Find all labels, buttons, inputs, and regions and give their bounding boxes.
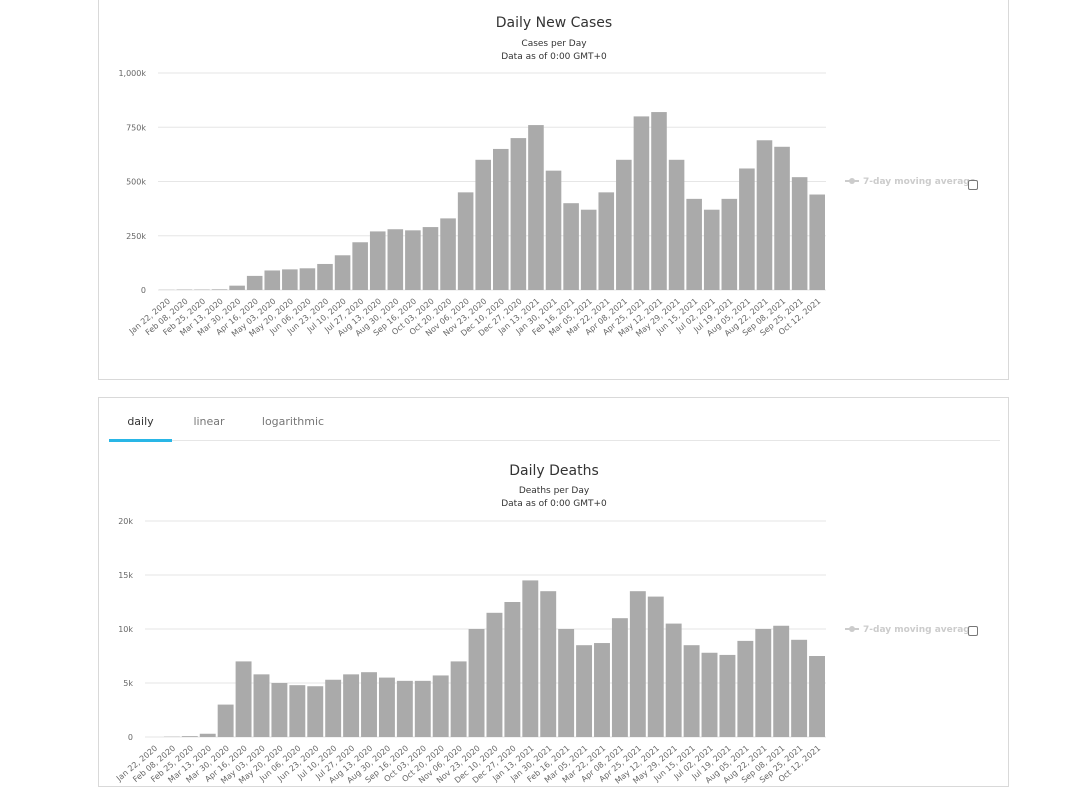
data-bar [737,641,753,737]
data-bar [616,160,632,290]
data-bar [307,686,323,737]
legend-marker-icon [849,626,855,632]
data-bar [218,705,234,737]
chart-title: Daily New Cases [496,15,612,31]
y-tick-label: 0 [128,733,133,742]
data-bar [634,116,650,290]
y-tick-label: 500k [126,178,146,187]
data-bar [792,177,808,290]
data-bar [487,613,503,737]
data-bar [200,734,216,737]
moving-average-checkbox[interactable] [968,626,978,636]
data-bar [686,199,702,290]
chart-title: Daily Deaths [509,463,599,479]
data-bar [722,199,738,290]
cases-chart-panel: Daily New Cases Cases per Day Data as of… [98,0,1009,380]
legend-7-day-moving-average[interactable]: 7-day moving average [845,177,976,187]
legend-label: 7-day moving average [863,177,976,187]
data-bar [809,656,825,737]
data-bar [702,653,718,737]
daily-cases-chart: Daily New Cases Cases per Day Data as of… [99,0,1010,381]
data-bar [352,242,368,290]
data-bar [317,264,333,290]
data-bar [809,195,825,290]
data-bar [684,645,700,737]
data-bar [651,112,667,290]
data-bar [594,643,610,737]
y-tick-label: 15k [118,571,133,580]
data-bar [423,227,439,290]
data-bar [254,674,270,737]
moving-average-checkbox[interactable] [968,180,978,190]
data-bar [343,674,359,737]
data-bar [247,276,263,290]
daily-deaths-chart: Daily Deaths Deaths per Day Data as of 0… [99,398,1010,788]
legend-7-day-moving-average[interactable]: 7-day moving average [845,625,976,635]
data-bar [598,192,614,290]
y-tick-label: 5k [123,679,133,688]
data-bar [546,171,562,290]
data-bar [528,125,544,290]
data-bar [335,255,351,290]
y-tick-label: 10k [118,625,133,634]
data-bar [739,168,755,290]
data-bar [719,655,735,737]
data-bar [300,268,316,290]
data-bar [504,602,520,737]
data-bar [370,231,386,290]
chart-subtitle: Cases per Day [521,39,587,49]
data-bar [493,149,509,290]
data-bar [397,681,413,737]
y-tick-label: 1,000k [118,69,146,78]
data-bar [791,640,807,737]
data-bar [757,140,773,290]
data-bar [289,685,305,737]
data-bar [433,675,449,737]
data-bar [182,736,198,737]
data-bar [229,286,245,290]
data-bar [540,591,556,737]
data-bar [774,147,790,290]
data-bar [669,160,685,290]
data-bar [576,645,592,737]
data-bar [511,138,527,290]
data-bar [666,624,682,737]
data-bar [451,661,467,737]
data-bar [704,210,720,290]
data-bar [325,680,341,737]
data-bar [282,269,298,290]
y-tick-label: 20k [118,517,133,526]
chart-subtitle-date: Data as of 0:00 GMT+0 [501,499,607,509]
data-bar [440,218,456,290]
data-bar [388,229,404,290]
legend-marker-icon [849,178,855,184]
y-tick-label: 0 [141,286,146,295]
data-bar [648,597,664,737]
data-bar [755,629,771,737]
data-bar [563,203,579,290]
data-bar [581,210,597,290]
y-tick-label: 250k [126,232,146,241]
data-bar [469,629,485,737]
chart-subtitle: Deaths per Day [519,486,590,496]
data-bar [361,672,377,737]
chart-subtitle-date: Data as of 0:00 GMT+0 [501,52,607,62]
y-tick-label: 750k [126,123,146,132]
data-bar [212,289,228,290]
data-bar [458,192,474,290]
data-bar [522,580,538,737]
data-bar [773,626,789,737]
data-bar [264,270,280,290]
data-bar [558,629,574,737]
deaths-chart-panel: daily linear logarithmic Daily Deaths De… [98,397,1009,787]
data-bar [379,678,395,737]
data-bar [475,160,491,290]
data-bar [236,661,252,737]
data-bar [405,230,421,290]
data-bar [415,681,431,737]
data-bar [612,618,628,737]
data-bar [271,683,287,737]
data-bar [630,591,646,737]
legend-label: 7-day moving average [863,625,976,635]
